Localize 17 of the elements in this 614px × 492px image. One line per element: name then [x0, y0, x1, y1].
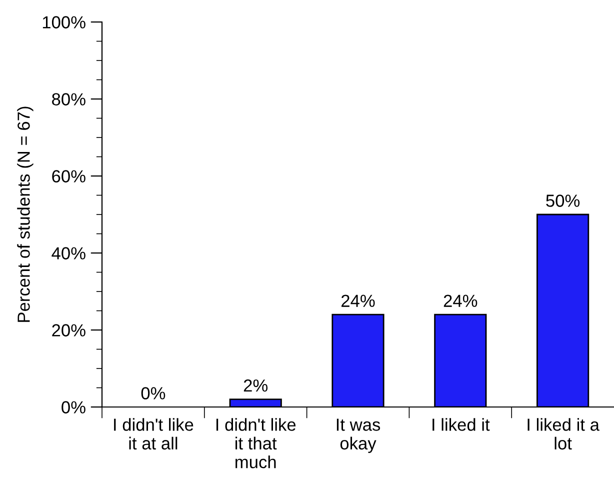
data-label: 24% — [342, 294, 375, 307]
y-axis-title: Percent of students (N = 67) — [17, 106, 34, 322]
data-label: 2% — [244, 379, 268, 392]
x-tick-label: I liked it a lot — [528, 418, 600, 450]
data-label: 50% — [546, 194, 580, 207]
y-tick-label: 60% — [52, 170, 86, 182]
x-tick-label: I liked it — [432, 418, 490, 431]
data-label: 24% — [444, 294, 478, 307]
y-tick-label: 0% — [62, 401, 86, 414]
data-label: 0% — [141, 387, 166, 400]
y-tick-label: 80% — [52, 93, 86, 106]
x-tick-label: I didn't like it at all — [114, 418, 194, 450]
y-tick-label: 40% — [52, 247, 86, 260]
x-tick-label: I didn't like it that much — [216, 418, 296, 468]
y-tick-label: 20% — [52, 324, 86, 336]
x-tick-label: It was okay — [336, 418, 380, 453]
y-tick-label: 100% — [42, 16, 86, 28]
